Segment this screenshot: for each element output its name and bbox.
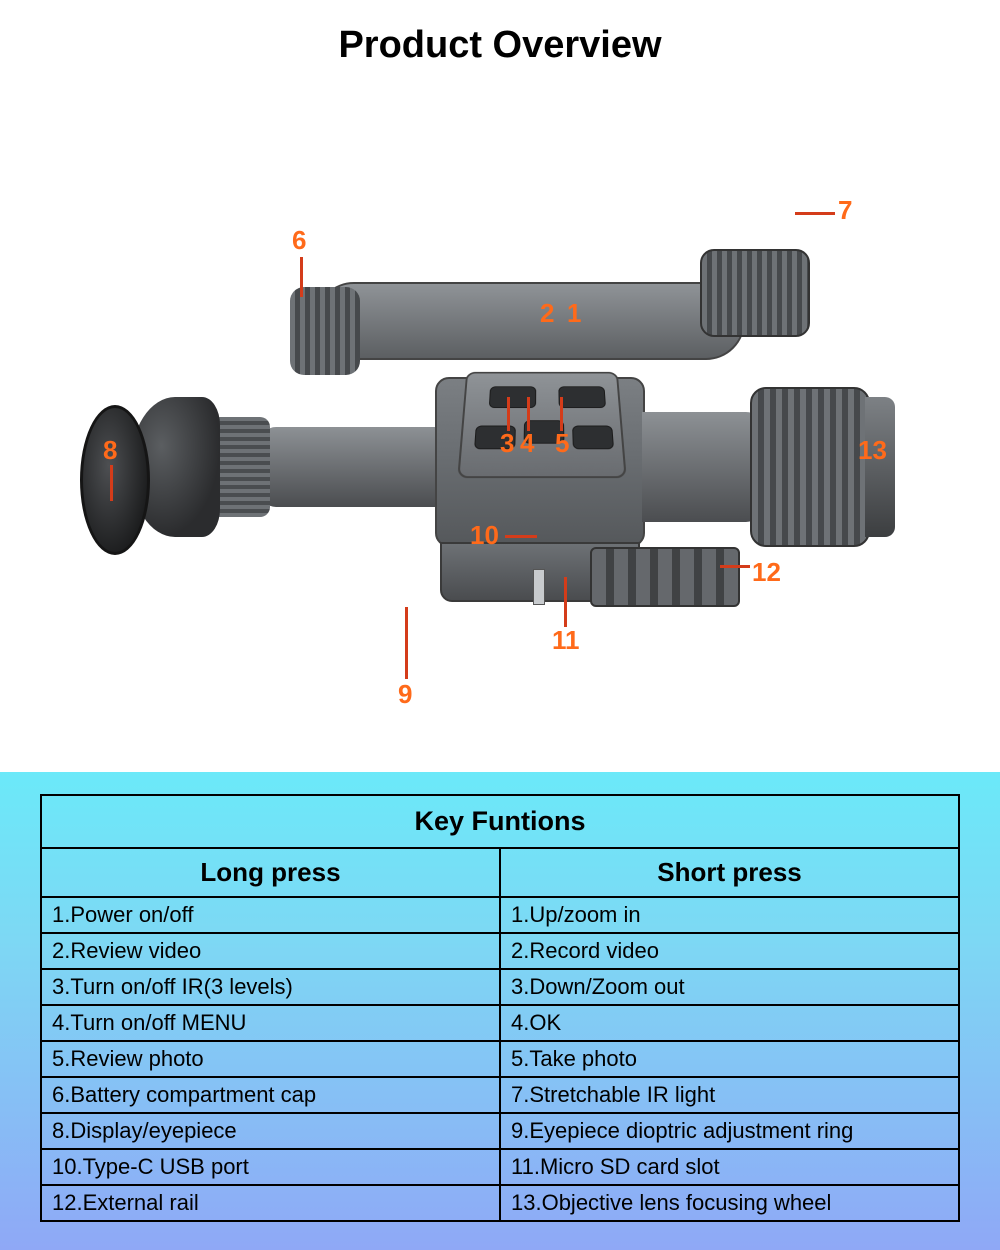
eyecup: [80, 405, 150, 555]
table-row: 10.Type-C USB port11.Micro SD card slot: [41, 1149, 959, 1185]
leader-3: [507, 397, 510, 431]
leader-4: [527, 397, 530, 431]
callout-5: 5: [555, 430, 569, 456]
cell-long: 4.Turn on/off MENU: [41, 1005, 500, 1041]
cell-long: 5.Review photo: [41, 1041, 500, 1077]
button-5: [572, 426, 614, 450]
callout-9: 9: [398, 681, 412, 707]
cell-short: 7.Stretchable IR light: [500, 1077, 959, 1113]
key-functions-section: Key Funtions Long press Short press 1.Po…: [0, 772, 1000, 1250]
cell-long: 1.Power on/off: [41, 897, 500, 933]
battery-cap: [290, 287, 360, 375]
table-row: 2.Review video2.Record video: [41, 933, 959, 969]
cell-long: 8.Display/eyepiece: [41, 1113, 500, 1149]
cell-short: 2.Record video: [500, 933, 959, 969]
cell-short: 3.Down/Zoom out: [500, 969, 959, 1005]
cell-short: 5.Take photo: [500, 1041, 959, 1077]
cell-long: 10.Type-C USB port: [41, 1149, 500, 1185]
key-functions-table: Key Funtions Long press Short press 1.Po…: [40, 794, 960, 1222]
ir-light-head: [700, 249, 810, 337]
callout-4: 4: [520, 430, 534, 456]
leader-5: [560, 397, 563, 431]
callout-11: 11: [552, 627, 580, 653]
callout-2: 2: [540, 300, 554, 326]
table-row: 12.External rail13.Objective lens focusi…: [41, 1185, 959, 1221]
leader-12: [720, 565, 750, 568]
button-1: [558, 386, 606, 408]
ir-illuminator-tube: [315, 282, 745, 360]
col-long-press: Long press: [41, 848, 500, 897]
cell-short: 13.Objective lens focusing wheel: [500, 1185, 959, 1221]
button-panel: [457, 372, 627, 478]
rear-tube: [260, 427, 440, 507]
cell-short: 9.Eyepiece dioptric adjustment ring: [500, 1113, 959, 1149]
table-title: Key Funtions: [41, 795, 959, 848]
callout-10: 10: [470, 522, 499, 548]
table-row: 3.Turn on/off IR(3 levels)3.Down/Zoom ou…: [41, 969, 959, 1005]
callout-13: 13: [858, 437, 887, 463]
leader-11: [564, 577, 567, 627]
callout-12: 12: [752, 559, 781, 585]
leader-8: [110, 465, 113, 501]
leader-10: [505, 535, 537, 538]
cell-long: 3.Turn on/off IR(3 levels): [41, 969, 500, 1005]
callout-3: 3: [500, 430, 514, 456]
cell-short: 4.OK: [500, 1005, 959, 1041]
callout-6: 6: [292, 227, 306, 253]
cell-long: 2.Review video: [41, 933, 500, 969]
objective-front: [865, 397, 895, 537]
focus-wheel: [750, 387, 870, 547]
product-diagram: 6 7 1 2 3 4 5 8 13 12 10 11 9: [0, 67, 1000, 727]
page-title: Product Overview: [0, 0, 1000, 67]
callout-1: 1: [567, 300, 581, 326]
leader-6: [300, 257, 303, 297]
cell-long: 6.Battery compartment cap: [41, 1077, 500, 1113]
table-row: 6.Battery compartment cap7.Stretchable I…: [41, 1077, 959, 1113]
cell-short: 1.Up/zoom in: [500, 897, 959, 933]
cell-short: 11.Micro SD card slot: [500, 1149, 959, 1185]
front-tube: [642, 412, 762, 522]
leader-7: [795, 212, 835, 215]
col-short-press: Short press: [500, 848, 959, 897]
callout-7: 7: [838, 197, 852, 223]
callout-8: 8: [103, 437, 117, 463]
table-row: 4.Turn on/off MENU4.OK: [41, 1005, 959, 1041]
cell-long: 12.External rail: [41, 1185, 500, 1221]
leader-9: [405, 607, 408, 679]
port-slot: [533, 569, 545, 605]
table-row: 1.Power on/off1.Up/zoom in: [41, 897, 959, 933]
external-rail: [590, 547, 740, 607]
table-row: 5.Review photo5.Take photo: [41, 1041, 959, 1077]
table-row: 8.Display/eyepiece9.Eyepiece dioptric ad…: [41, 1113, 959, 1149]
